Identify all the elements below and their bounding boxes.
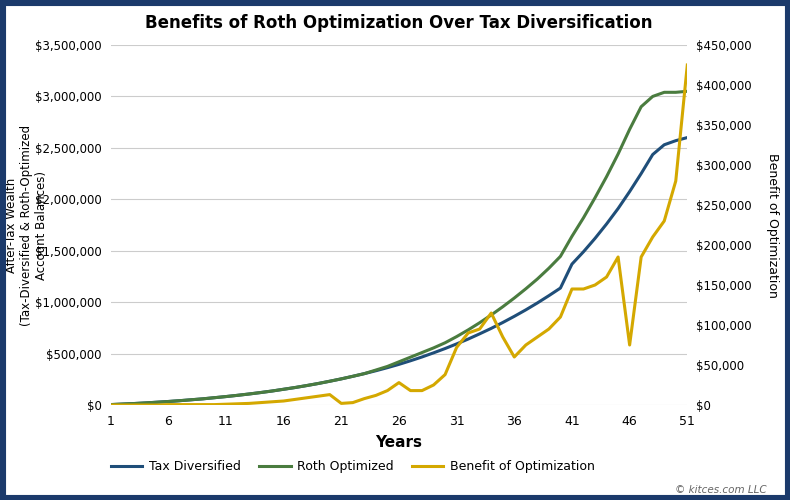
Text: © kitces.com LLC: © kitces.com LLC (675, 485, 766, 495)
Y-axis label: After-Tax Wealth
(Tax-Diversified & Roth-Optimized
Account Balances): After-Tax Wealth (Tax-Diversified & Roth… (5, 124, 48, 326)
Title: Benefits of Roth Optimization Over Tax Diversification: Benefits of Roth Optimization Over Tax D… (145, 14, 653, 32)
Legend: Tax Diversified, Roth Optimized, Benefit of Optimization: Tax Diversified, Roth Optimized, Benefit… (106, 455, 600, 478)
X-axis label: Years: Years (375, 436, 423, 450)
Y-axis label: Benefit of Optimization: Benefit of Optimization (766, 152, 779, 298)
